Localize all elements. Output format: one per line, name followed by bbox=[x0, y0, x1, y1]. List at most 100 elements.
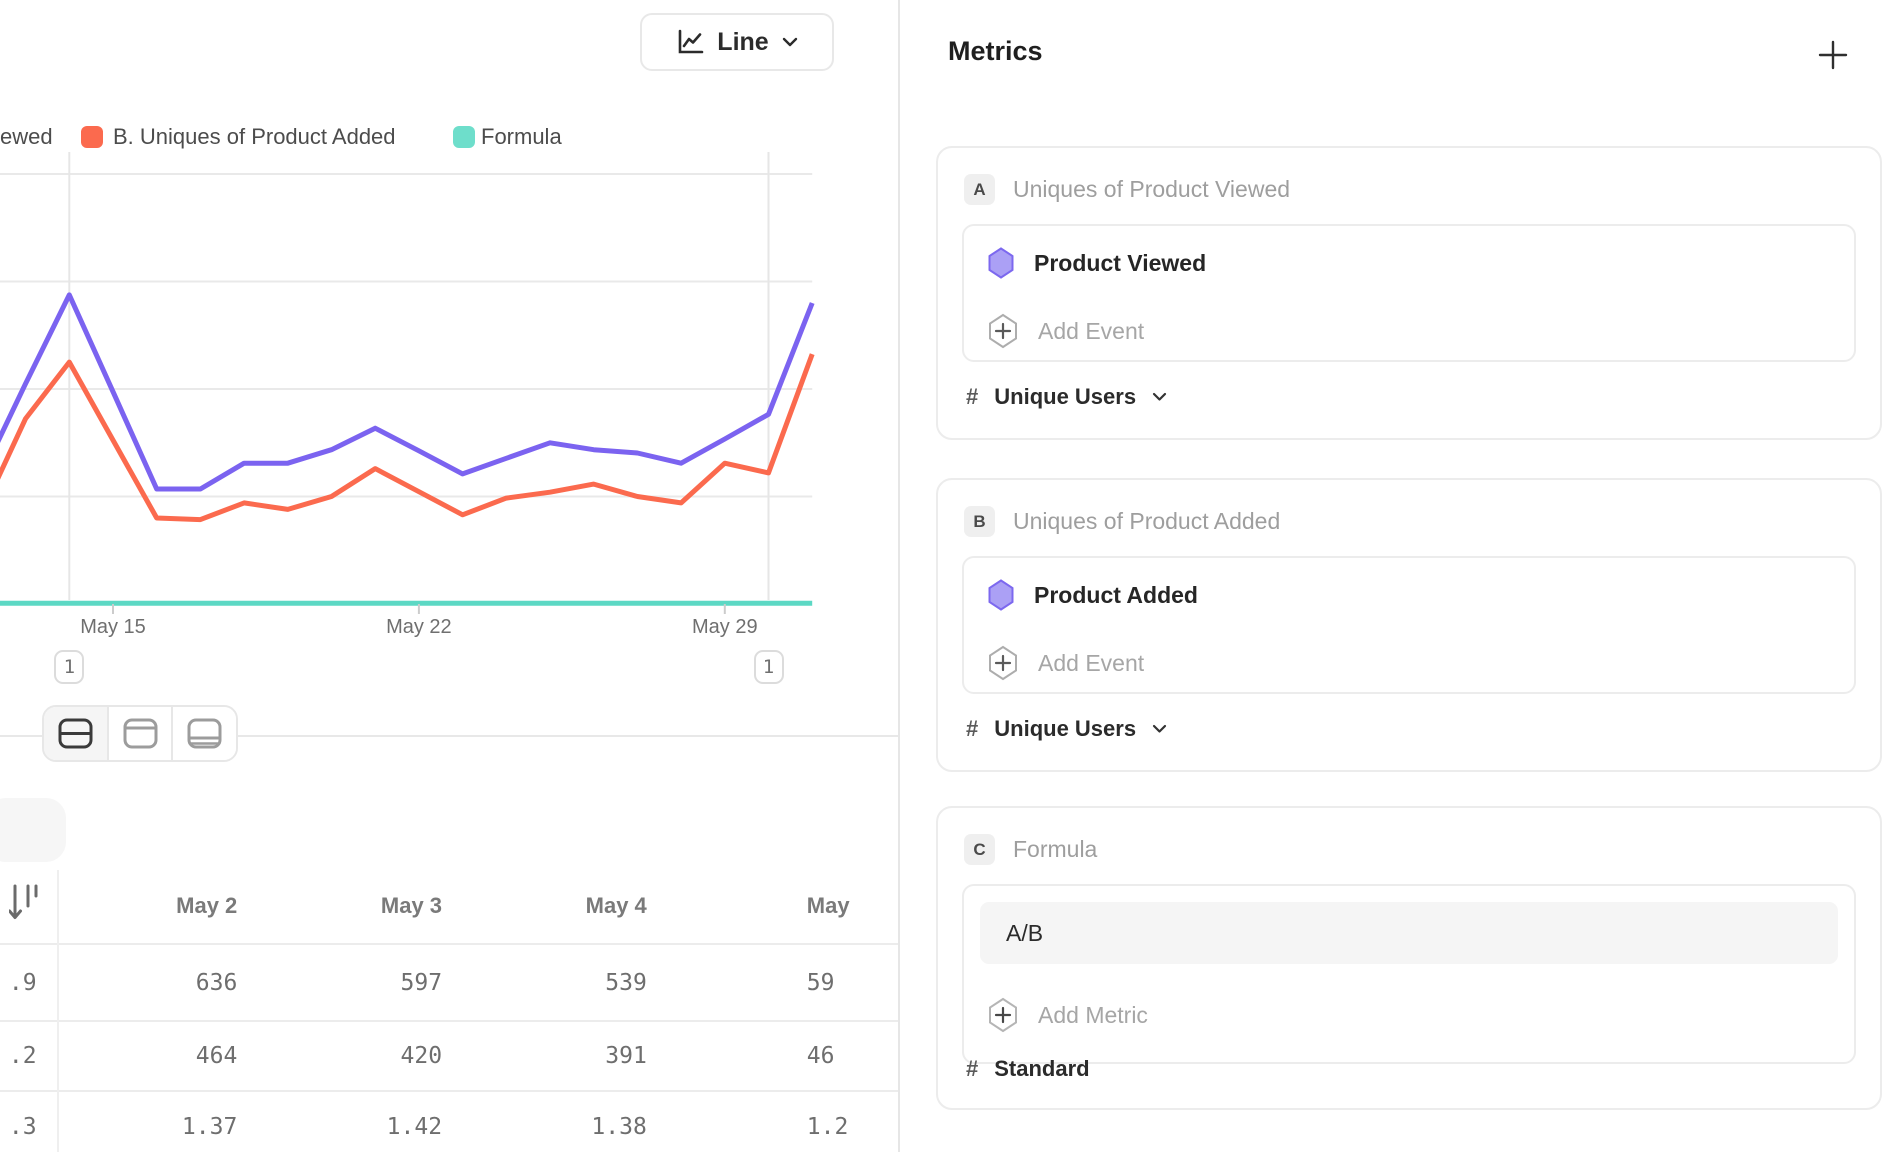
table-corner-pill bbox=[0, 798, 66, 862]
hash-icon: # bbox=[966, 716, 979, 741]
event-group: Product Viewed Add Event bbox=[962, 224, 1856, 362]
chevron-down-icon bbox=[782, 37, 797, 47]
chart-annotation-lines bbox=[68, 152, 770, 600]
legend-item-formula[interactable]: Formula bbox=[481, 124, 562, 149]
layout-toggle-group bbox=[42, 705, 238, 762]
legend-item-added[interactable]: B. Uniques of Product Added bbox=[113, 124, 396, 149]
formula-group: A/B Add Metric bbox=[962, 884, 1856, 1064]
metric-letter-badge: B bbox=[964, 506, 995, 537]
x-tick-label: May 22 bbox=[386, 616, 452, 638]
metric-card-c: C Formula A/B Add Metric # Standard bbox=[936, 806, 1882, 1110]
table-column-divider bbox=[57, 870, 59, 1152]
table-cell: 539 bbox=[605, 969, 647, 996]
sort-icon bbox=[7, 884, 38, 919]
table-cell: 59 bbox=[806, 969, 835, 996]
measure-selector[interactable]: # Unique Users bbox=[966, 384, 1167, 410]
add-metric-label: Add Metric bbox=[1038, 1001, 1148, 1028]
event-row[interactable]: Product Viewed bbox=[964, 226, 1854, 300]
section-divider-right bbox=[238, 735, 898, 737]
split-view-icon bbox=[58, 718, 93, 749]
event-hexagon-icon bbox=[988, 247, 1014, 279]
add-hexagon-icon bbox=[989, 645, 1017, 681]
column-header[interactable]: May 3 bbox=[380, 892, 443, 918]
legend-swatch-added bbox=[81, 126, 103, 148]
metrics-panel-title: Metrics bbox=[948, 36, 1043, 66]
plus-icon bbox=[1818, 40, 1848, 70]
panel-divider bbox=[898, 0, 900, 1152]
measure-label: Unique Users bbox=[994, 716, 1137, 741]
row-label: .3 bbox=[8, 1114, 37, 1140]
event-group: Product Added Add Event bbox=[962, 556, 1856, 694]
add-hexagon-icon bbox=[989, 313, 1017, 349]
add-event-button[interactable]: Add Event bbox=[964, 632, 1854, 694]
measure-label: Standard bbox=[994, 1056, 1090, 1081]
table-cell: 391 bbox=[605, 1043, 647, 1069]
section-divider-left bbox=[0, 735, 42, 737]
sort-control[interactable] bbox=[0, 884, 55, 928]
layout-chart-only-button[interactable] bbox=[106, 707, 172, 760]
add-event-label: Add Event bbox=[1038, 649, 1145, 676]
table-row[interactable]: .3 1.37 1.42 1.38 1.2 bbox=[0, 1092, 900, 1152]
event-row[interactable]: Product Added bbox=[964, 558, 1854, 632]
event-hexagon-icon bbox=[988, 579, 1014, 611]
table-cell: 464 bbox=[195, 1043, 238, 1069]
line-chart[interactable] bbox=[0, 0, 900, 620]
x-tick-label: May 15 bbox=[80, 616, 146, 638]
hash-icon: # bbox=[966, 1056, 979, 1081]
series-line-a-uniques-of-product-viewed bbox=[0, 292, 815, 492]
column-header[interactable]: May 4 bbox=[585, 892, 647, 918]
metric-card-a: A Uniques of Product Viewed Product View… bbox=[936, 146, 1882, 440]
metric-card-title: Uniques of Product Added bbox=[1013, 508, 1281, 534]
chart-type-label: Line bbox=[717, 27, 769, 56]
table-cell: 636 bbox=[195, 969, 238, 996]
chevron-down-icon bbox=[1152, 724, 1167, 733]
layout-table-only-button[interactable] bbox=[171, 707, 236, 760]
chart-axis-ticks bbox=[112, 604, 726, 614]
annotation-count-badge[interactable]: 1 bbox=[54, 650, 85, 684]
metric-card-b: B Uniques of Product Added Product Added… bbox=[936, 478, 1882, 772]
annotation-count-badge[interactable]: 1 bbox=[753, 650, 784, 684]
add-metric-button[interactable]: Add Metric bbox=[964, 980, 1854, 1050]
bottom-bar-view-icon bbox=[187, 718, 222, 749]
series-line-b-uniques-of-product-added bbox=[0, 353, 815, 523]
metric-card-header[interactable]: C Formula bbox=[964, 834, 1097, 865]
measure-selector[interactable]: # Standard bbox=[966, 1056, 1090, 1082]
add-metric-panel-button[interactable] bbox=[1816, 38, 1850, 72]
legend-item-viewed[interactable]: ewed bbox=[0, 124, 53, 149]
add-event-button[interactable]: Add Event bbox=[964, 300, 1854, 362]
chart-type-selector[interactable]: Line bbox=[640, 13, 834, 71]
chart-gridlines bbox=[0, 173, 813, 498]
measure-label: Unique Users bbox=[994, 384, 1137, 409]
x-tick-label: May 29 bbox=[692, 616, 758, 638]
table-cell: 420 bbox=[400, 1043, 443, 1069]
table-cell: 1.38 bbox=[591, 1114, 647, 1140]
chart-legend: ewed B. Uniques of Product Added Formula bbox=[0, 122, 900, 152]
table-cell: 46 bbox=[806, 1043, 835, 1069]
table-row[interactable]: .2 464 420 391 46 bbox=[0, 1022, 900, 1092]
metric-letter-badge: C bbox=[964, 834, 995, 865]
column-header[interactable]: May 2 bbox=[176, 892, 238, 918]
column-header[interactable]: May bbox=[806, 892, 850, 918]
row-label: .9 bbox=[8, 969, 37, 996]
row-label: .2 bbox=[8, 1043, 37, 1069]
hash-icon: # bbox=[966, 384, 979, 409]
table-cell: 1.42 bbox=[386, 1114, 443, 1140]
table-cell: 1.37 bbox=[181, 1114, 238, 1140]
metric-letter-badge: A bbox=[964, 174, 995, 205]
table-cell: 597 bbox=[400, 969, 443, 996]
add-hexagon-icon bbox=[989, 997, 1017, 1033]
chart-series bbox=[0, 292, 815, 606]
table-row[interactable]: .9 636 597 539 59 bbox=[0, 945, 900, 1022]
formula-input[interactable]: A/B bbox=[980, 902, 1838, 964]
formula-expression: A/B bbox=[1006, 919, 1044, 946]
metric-card-header[interactable]: B Uniques of Product Added bbox=[964, 506, 1280, 537]
measure-selector[interactable]: # Unique Users bbox=[966, 716, 1167, 742]
event-name: Product Viewed bbox=[1034, 249, 1207, 276]
metric-card-header[interactable]: A Uniques of Product Viewed bbox=[964, 174, 1290, 205]
table-cell: 1.2 bbox=[806, 1114, 849, 1140]
chevron-down-icon bbox=[1152, 392, 1167, 401]
metric-card-title: Uniques of Product Viewed bbox=[1013, 176, 1291, 202]
layout-split-button[interactable] bbox=[44, 707, 107, 760]
data-table: May 2 May 3 May 4 May .9 636 597 539 59 … bbox=[0, 868, 900, 1152]
